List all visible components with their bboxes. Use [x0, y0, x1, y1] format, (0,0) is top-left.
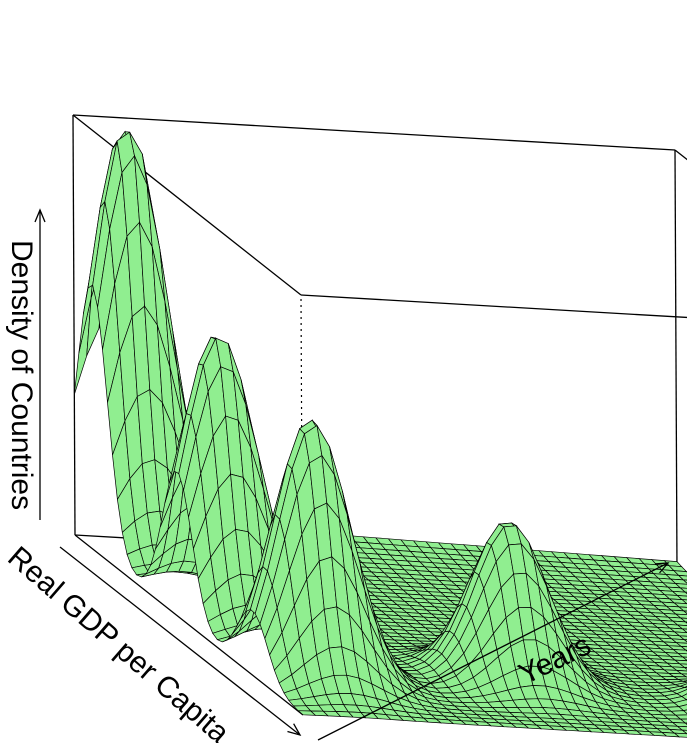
surface-facet: [681, 599, 687, 605]
box-edge-left-vertical: [72, 114, 76, 536]
surface-facet: [674, 613, 687, 619]
surface-facet: [681, 693, 687, 701]
surface-facet: [683, 667, 687, 670]
surface-facet: [669, 655, 687, 662]
box-edge-top-right: [674, 149, 687, 161]
box-edge-top-front: [300, 294, 687, 319]
axis-arrows: [34, 208, 670, 741]
surface-facet: [672, 649, 687, 655]
surface-facet: [671, 687, 687, 695]
surface-facet: [677, 574, 687, 581]
surface-facet: [678, 683, 687, 688]
box-edge-top-back: [72, 114, 676, 151]
surface-facet: [676, 725, 687, 731]
surface-facet: [683, 685, 687, 689]
surface-facet: [675, 669, 687, 675]
surface-facet: [674, 681, 687, 687]
surface-facet: [679, 617, 687, 623]
surface-facet: [681, 729, 687, 735]
plot-box-front: [300, 149, 687, 319]
x-axis-arrow: [317, 562, 669, 741]
surface-facet: [669, 680, 687, 686]
surface-facet: [673, 631, 687, 637]
x-axis-arrow-head: [654, 562, 670, 574]
surface-facet: [678, 663, 687, 668]
surface-facet: [670, 638, 687, 644]
surface-facet: [676, 595, 687, 601]
surface-facet: [680, 645, 687, 651]
surface-facet: [678, 606, 687, 612]
surface-facet: [673, 602, 687, 608]
surface-facet: [674, 714, 687, 720]
surface-facet: [671, 722, 687, 728]
surface-facet: [674, 583, 687, 589]
surface-facet: [679, 587, 687, 593]
surface-facet: [670, 666, 687, 672]
surface-facet: [672, 676, 687, 680]
surface-facet: [678, 704, 687, 711]
surface-facet: [671, 590, 687, 597]
y-axis-arrow: [59, 546, 301, 736]
z-axis-label: Density of Countries: [5, 240, 38, 510]
surface-facet: [671, 620, 687, 626]
surface-facet: [683, 639, 687, 643]
surface-facet: [670, 710, 687, 716]
box-edge-right-vertical: [674, 149, 678, 571]
surface-facet: [673, 699, 687, 707]
surface-facet: [683, 680, 687, 683]
surface-facet: [681, 628, 687, 633]
surface-facet: [679, 718, 687, 724]
surface-facet: [678, 635, 687, 641]
surface-facet: [680, 673, 687, 678]
surface-facet: [674, 659, 687, 665]
surface-facet: [673, 732, 687, 738]
surface-facet: [670, 609, 687, 616]
surface-facet: [681, 656, 687, 661]
box-edge-bottom-left: [74, 534, 304, 716]
density-surface: [73, 130, 687, 738]
surface-facet: [669, 578, 687, 585]
box-edge-top-left: [72, 114, 302, 296]
surface-facet: [676, 624, 687, 630]
surface-facet: [672, 570, 687, 577]
y-axis-arrow-head: [287, 723, 302, 737]
z-axis-arrow-head: [34, 208, 46, 223]
surface-facet: [675, 642, 687, 648]
